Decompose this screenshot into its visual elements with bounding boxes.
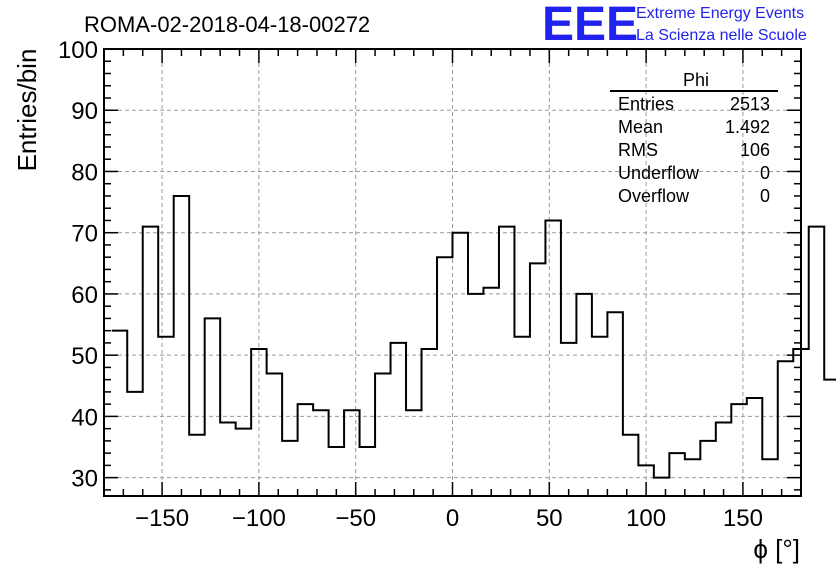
histogram-bin [824, 380, 836, 496]
y-tick-label: 100 [58, 37, 98, 64]
x-tick-label: 150 [723, 505, 763, 532]
x-tick-labels: −150 −100 −50 0 50 100 150 [135, 505, 763, 532]
histogram-bin [205, 318, 220, 496]
stats-label: RMS [618, 140, 658, 160]
histogram-bin [685, 459, 700, 496]
chart-title: ROMA-02-2018-04-18-00272 [84, 12, 370, 37]
histogram-bin [483, 288, 498, 496]
x-tick-label: 0 [446, 505, 459, 532]
stats-label: Underflow [618, 163, 700, 183]
axis-ticks [103, 48, 802, 496]
y-tick-label: 80 [71, 159, 98, 186]
stats-value: 1.492 [725, 117, 770, 137]
histogram-bin [592, 337, 607, 496]
x-tick-label: −150 [135, 505, 189, 532]
y-tick-label: 60 [71, 282, 98, 309]
y-tick-label: 30 [71, 466, 98, 493]
histogram-bin [561, 343, 576, 496]
histogram-bin [453, 233, 468, 496]
histogram-bin [669, 453, 684, 496]
eee-logo: EEE Extreme Energy Events La Scienza nel… [542, 0, 807, 51]
histogram-bin [127, 392, 142, 496]
histogram-bin [747, 398, 762, 496]
histogram-bin [344, 410, 359, 496]
histogram-bin [220, 423, 235, 496]
grid-lines [104, 48, 801, 496]
histogram-bin [576, 294, 591, 496]
histogram-bin [313, 410, 328, 496]
histogram-bin [143, 227, 158, 496]
x-tick-label: −50 [335, 505, 376, 532]
histogram-bin [329, 447, 344, 496]
histogram-bin [189, 435, 204, 496]
eee-logo-mark: EEE [542, 0, 638, 51]
stats-value: 0 [760, 186, 770, 206]
x-tick-label: −100 [232, 505, 286, 532]
y-tick-label: 90 [71, 98, 98, 125]
stats-value: 2513 [730, 94, 770, 114]
histogram-bin [778, 361, 793, 496]
histogram-outline [111, 194, 836, 479]
stats-label: Entries [618, 94, 674, 114]
y-tick-labels: 30 40 50 60 70 80 90 100 [58, 37, 98, 493]
eee-logo-line1: Extreme Energy Events [636, 5, 804, 22]
stats-title: Phi [683, 70, 709, 90]
histogram-bin [375, 374, 390, 496]
histogram-series [111, 194, 836, 496]
histogram-bin [545, 220, 560, 496]
stats-label: Overflow [618, 186, 690, 206]
eee-logo-line2: La Scienza nelle Scuole [636, 27, 807, 44]
x-axis-label: ϕ [°] [753, 534, 800, 564]
histogram-bin [468, 294, 483, 496]
histogram-bin [514, 337, 529, 496]
y-tick-label: 40 [71, 404, 98, 431]
x-tick-label: 100 [626, 505, 666, 532]
histogram-bin [236, 429, 251, 496]
histogram-bin [360, 447, 375, 496]
histogram-bin [654, 478, 669, 496]
x-tick-label: 50 [536, 505, 563, 532]
histogram-bin [607, 312, 622, 496]
histogram-bin [391, 343, 406, 496]
histogram-bin [762, 459, 777, 496]
stats-box: Phi Entries 2513 Mean 1.492 RMS 106 Unde… [610, 70, 778, 206]
y-tick-label: 70 [71, 221, 98, 248]
stats-value: 0 [760, 163, 770, 183]
histogram-bin [282, 441, 297, 496]
histogram-bin [731, 404, 746, 496]
histogram-bin [809, 227, 824, 496]
histogram-bin [716, 423, 731, 496]
histogram-bin [174, 196, 189, 496]
histogram-bin [700, 441, 715, 496]
histogram-bin [623, 435, 638, 496]
histogram-bin [499, 227, 514, 496]
y-tick-label: 50 [71, 343, 98, 370]
histogram-bin [530, 263, 545, 496]
y-axis-label: Entries/bin [12, 49, 42, 172]
histogram-bin [406, 410, 421, 496]
histogram-bin [251, 349, 266, 496]
stats-label: Mean [618, 117, 663, 137]
histogram-bin [267, 374, 282, 496]
histogram-bin [437, 257, 452, 496]
stats-value: 106 [740, 140, 770, 160]
histogram-bin [158, 337, 173, 496]
histogram-bin [422, 349, 437, 496]
histogram-bin [298, 404, 313, 496]
